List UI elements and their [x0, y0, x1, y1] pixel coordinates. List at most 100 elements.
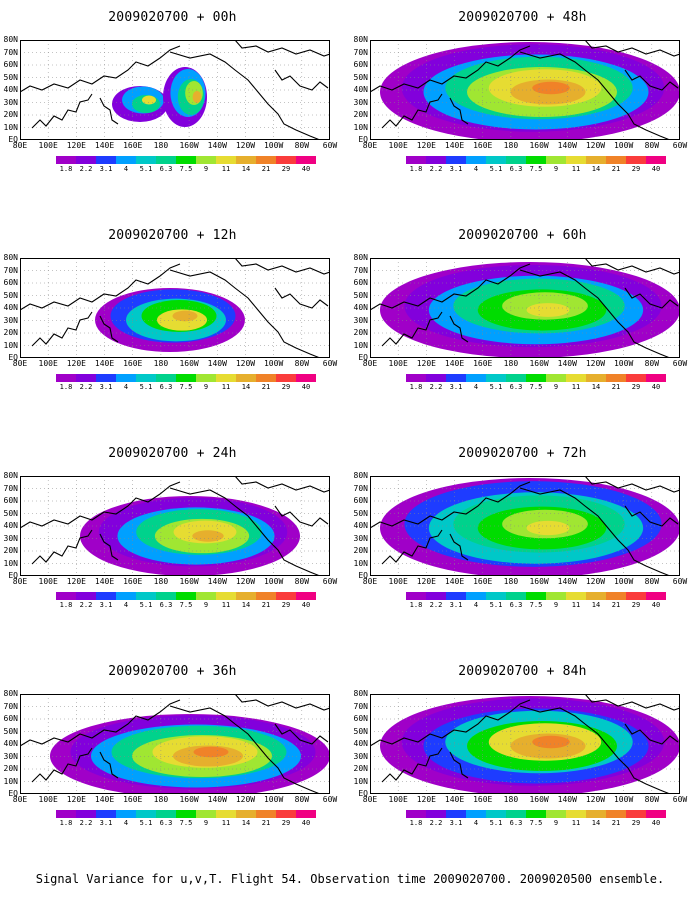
lon-label: 160E — [123, 577, 143, 586]
colorbar-swatch — [586, 374, 606, 382]
colorbar-label: 4 — [123, 383, 129, 391]
colorbar-swatch — [56, 810, 76, 818]
lon-label: 80E — [362, 141, 378, 150]
colorbar-label: 21 — [611, 383, 621, 391]
lon-label: 100W — [613, 795, 634, 804]
colorbar-swatch — [156, 156, 176, 164]
colorbar-label: 1.8 — [409, 165, 423, 173]
colorbar-label: 21 — [261, 165, 271, 173]
lat-label: EQ — [358, 135, 368, 144]
colorbar-label: 2.2 — [79, 819, 93, 827]
colorbar-swatch — [196, 156, 216, 164]
colorbar-swatch — [486, 810, 506, 818]
colorbar-swatch — [156, 592, 176, 600]
coastline — [624, 723, 679, 745]
lon-label: 80E — [12, 577, 28, 586]
map-frame — [370, 258, 680, 358]
coastline — [274, 287, 329, 309]
colorbar-label: 2.2 — [429, 601, 443, 609]
panel-title: 2009020700 + 00h — [108, 10, 237, 25]
lon-label: 80E — [12, 141, 28, 150]
lat-label: 40N — [3, 739, 18, 748]
lon-label: 120W — [235, 141, 256, 150]
lon-label: 140W — [207, 141, 227, 150]
colorbar-swatch — [466, 374, 486, 382]
coastline — [169, 269, 321, 358]
lat-label: 80N — [3, 253, 18, 262]
lat-label: 30N — [353, 97, 368, 107]
coastline — [370, 45, 531, 93]
lat-label: 30N — [353, 315, 368, 325]
coastline — [274, 505, 329, 527]
map-canvas — [370, 258, 680, 358]
coastline — [99, 315, 119, 343]
colorbar-label: 7.5 — [179, 819, 193, 827]
lon-label: 80W — [644, 359, 660, 368]
colorbar-label: 6.3 — [159, 383, 173, 391]
colorbar-swatch — [646, 156, 666, 164]
colorbar-swatch — [606, 592, 626, 600]
lon-label: 140W — [557, 141, 577, 150]
coastline — [99, 751, 119, 779]
map-panel: 2009020700 + 24h 80N 70N 60N 50N 40N 30N 20N 10N… — [0, 436, 345, 656]
lat-label: 70N — [353, 265, 368, 275]
lat-label: 10N — [353, 776, 368, 786]
colorbar-legend: 1.8 2.2 3.1 4 5.1 6.3 7.5 9 11 14 21 29 40 — [405, 373, 667, 393]
coastline — [624, 287, 679, 309]
lon-label: 100W — [263, 577, 284, 586]
colorbar-swatch — [296, 156, 316, 164]
colorbar-swatch — [406, 592, 426, 600]
lon-label: 180 — [153, 577, 169, 586]
colorbar-swatch — [76, 156, 96, 164]
colorbar-label: 40 — [301, 383, 311, 391]
lon-label: 60W — [672, 577, 688, 586]
lon-label: 140E — [94, 141, 115, 150]
panel-title: 2009020700 + 60h — [458, 228, 587, 243]
lon-label: 140E — [444, 141, 465, 150]
colorbar-swatch — [486, 156, 506, 164]
colorbar-swatch — [426, 810, 446, 818]
lat-label: 30N — [353, 751, 368, 761]
lon-label: 140W — [557, 577, 577, 586]
colorbar-label: 3.1 — [99, 383, 113, 391]
colorbar-swatch — [236, 374, 256, 382]
colorbar-swatch — [236, 810, 256, 818]
colorbar-swatch — [446, 810, 466, 818]
colorbar-label: 14 — [241, 383, 251, 391]
lon-label: 180 — [153, 795, 169, 804]
colorbar-label: 14 — [241, 819, 251, 827]
map-panel: 2009020700 + 00h 80N 70N 60N 50N 40N 30N 20N 10N… — [0, 0, 345, 220]
colorbar-legend: 1.8 2.2 3.1 4 5.1 6.3 7.5 9 11 14 21 29 40 — [55, 155, 317, 175]
lon-label: 120E — [416, 141, 436, 150]
map-canvas — [20, 40, 330, 140]
coastline — [99, 533, 119, 561]
lat-label: 20N — [353, 764, 368, 773]
coastline — [31, 93, 93, 129]
coastline — [519, 705, 671, 794]
colorbar-label: 9 — [203, 601, 209, 609]
colorbar-label: 3.1 — [449, 819, 463, 827]
colorbar-label: 6.3 — [509, 601, 523, 609]
figure-caption: Signal Variance for u,v,T. Flight 54. Ob… — [35, 872, 665, 886]
colorbar-label: 7.5 — [529, 383, 543, 391]
coastline — [584, 476, 680, 493]
colorbar-label: 21 — [611, 819, 621, 827]
lat-label: 30N — [3, 315, 18, 325]
coastline — [381, 529, 443, 565]
colorbar-swatch — [196, 374, 216, 382]
lon-label: 120E — [66, 577, 86, 586]
map-canvas — [20, 258, 330, 358]
colorbar-swatch — [506, 810, 526, 818]
lat-label: 20N — [3, 328, 18, 337]
colorbar-swatch — [296, 374, 316, 382]
lon-label: 160E — [473, 577, 493, 586]
lat-label: 50N — [3, 290, 18, 300]
colorbar-label: 29 — [631, 383, 641, 391]
colorbar-label: 14 — [591, 383, 601, 391]
panel-title: 2009020700 + 72h — [458, 446, 587, 461]
lat-label: 20N — [353, 546, 368, 555]
lat-label: 30N — [353, 533, 368, 543]
lon-label: 180 — [503, 141, 519, 150]
lat-label: 60N — [353, 496, 368, 505]
lat-label: 60N — [353, 278, 368, 287]
